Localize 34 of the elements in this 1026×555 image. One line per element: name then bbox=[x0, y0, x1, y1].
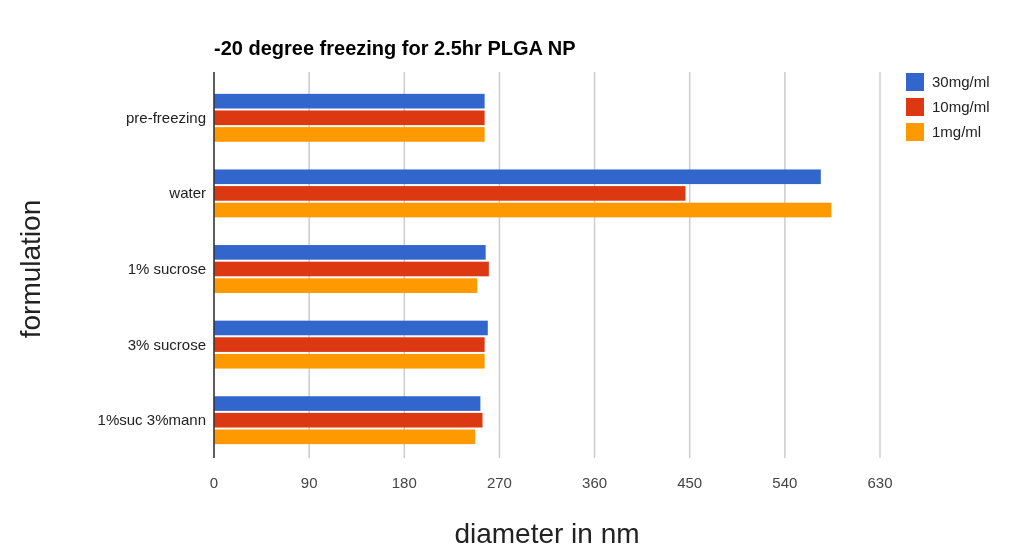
bar bbox=[214, 353, 485, 369]
y-tick-label: 3% sucrose bbox=[127, 335, 206, 353]
bar bbox=[214, 186, 686, 201]
bar bbox=[214, 412, 483, 428]
y-tick-label: 1% sucrose bbox=[127, 260, 206, 277]
x-tick-label: 270 bbox=[486, 474, 512, 491]
bar bbox=[214, 337, 485, 352]
bar bbox=[214, 93, 485, 109]
bar bbox=[214, 245, 486, 260]
bar bbox=[214, 202, 832, 218]
legend-label: 10mg/ml bbox=[932, 98, 990, 115]
x-tick-label: 630 bbox=[867, 474, 893, 491]
y-tick-label: pre-freezing bbox=[125, 108, 206, 126]
x-tick-label: 90 bbox=[300, 474, 318, 491]
chart-title: -20 degree freezing for 2.5hr PLGA NP bbox=[214, 37, 576, 59]
y-tick-label: water bbox=[168, 184, 206, 202]
bar bbox=[214, 169, 821, 185]
bar bbox=[214, 127, 485, 142]
x-tick-label: 360 bbox=[582, 474, 608, 491]
y-axis-title: formulation bbox=[15, 199, 46, 339]
bar bbox=[214, 429, 476, 445]
bar bbox=[214, 261, 489, 277]
legend-label: 30mg/ml bbox=[932, 73, 990, 90]
legend-label: 1mg/ml bbox=[932, 123, 982, 140]
bar bbox=[214, 396, 481, 411]
x-tick-label: 180 bbox=[391, 474, 417, 491]
bar bbox=[214, 110, 485, 126]
x-tick-label: 0 bbox=[209, 474, 219, 491]
x-axis-title: diameter in nm bbox=[454, 518, 640, 549]
bar bbox=[214, 320, 488, 336]
x-tick-label: 450 bbox=[677, 474, 703, 491]
x-tick-label: 540 bbox=[772, 474, 798, 491]
y-tick-label: 1%suc 3%mann bbox=[97, 411, 206, 429]
bar bbox=[214, 278, 478, 293]
